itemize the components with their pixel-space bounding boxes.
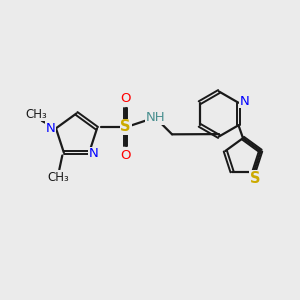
Text: N: N (240, 95, 249, 108)
Text: O: O (120, 92, 131, 104)
Text: CH₃: CH₃ (25, 108, 47, 121)
Text: NH: NH (146, 111, 165, 124)
Text: S: S (250, 171, 261, 186)
Text: N: N (46, 122, 56, 135)
Text: CH₃: CH₃ (47, 171, 69, 184)
Text: N: N (89, 148, 99, 160)
Text: S: S (120, 119, 131, 134)
Text: O: O (120, 149, 131, 162)
